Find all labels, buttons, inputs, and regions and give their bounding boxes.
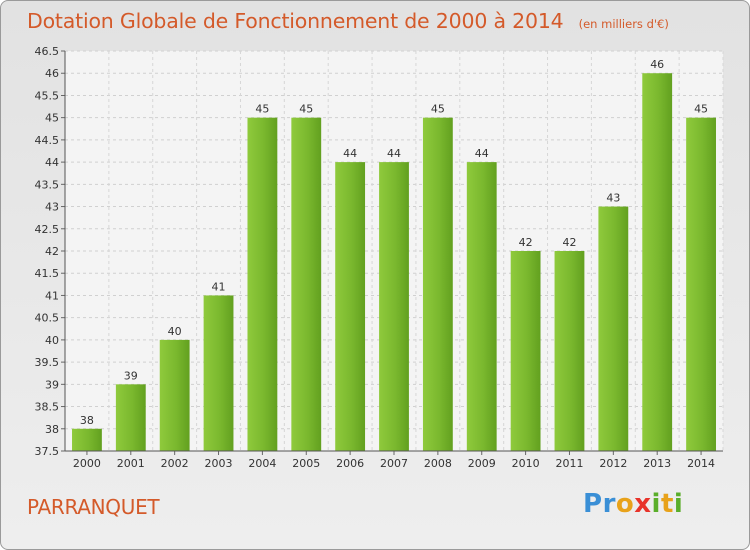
logo-letter: r (602, 489, 616, 519)
x-tick-label: 2002 (161, 457, 189, 470)
value-label: 45 (299, 103, 313, 116)
bar (554, 251, 585, 451)
value-label: 40 (168, 325, 182, 338)
value-label: 38 (80, 414, 94, 427)
logo-letter: t (660, 489, 674, 519)
y-tick-label: 40.5 (35, 312, 60, 325)
x-tick-label: 2007 (380, 457, 408, 470)
bar (159, 339, 190, 451)
chart-subtitle: (en milliers d'€) (578, 17, 669, 31)
x-tick-label: 2001 (117, 457, 145, 470)
y-tick-label: 37.5 (35, 445, 60, 458)
y-tick-label: 44 (45, 156, 59, 169)
bar (72, 428, 102, 451)
y-tick-label: 41.5 (35, 267, 60, 280)
bar (598, 206, 629, 451)
value-label: 39 (124, 369, 138, 382)
value-label: 44 (475, 147, 489, 160)
x-tick-label: 2009 (468, 457, 496, 470)
value-label: 45 (694, 103, 708, 116)
logo-letter: x (634, 489, 652, 519)
x-tick-label: 2013 (643, 457, 671, 470)
x-tick-label: 2000 (73, 457, 101, 470)
value-label: 43 (606, 192, 620, 205)
y-tick-label: 39 (45, 378, 59, 391)
bar (335, 162, 366, 451)
x-tick-label: 2003 (205, 457, 233, 470)
y-tick-label: 42 (45, 245, 59, 258)
y-tick-label: 44.5 (35, 134, 60, 147)
bar (422, 117, 453, 452)
x-tick-label: 2010 (512, 457, 540, 470)
x-tick-label: 2008 (424, 457, 452, 470)
y-tick-label: 40 (45, 334, 59, 347)
x-tick-label: 2005 (292, 457, 320, 470)
value-label: 42 (562, 236, 576, 249)
logo-letter: i (651, 489, 661, 519)
commune-name: PARRANQUET (27, 495, 160, 519)
y-tick-label: 45.5 (35, 89, 60, 102)
value-label: 41 (212, 280, 226, 293)
value-label: 45 (255, 103, 269, 116)
bar (203, 295, 234, 451)
value-label: 44 (387, 147, 401, 160)
x-tick-label: 2011 (555, 457, 583, 470)
chart-title: Dotation Globale de Fonctionnement de 20… (27, 9, 564, 33)
title-row: Dotation Globale de Fonctionnement de 20… (27, 9, 669, 33)
value-label: 44 (343, 147, 357, 160)
bar (642, 73, 673, 451)
y-tick-label: 46 (45, 67, 59, 80)
logo-letter: P (583, 489, 603, 519)
logo-letter: i (673, 489, 684, 519)
value-label: 45 (431, 103, 445, 116)
bar (379, 162, 409, 451)
bar (510, 251, 541, 451)
bar (247, 117, 278, 452)
y-tick-label: 41 (45, 289, 59, 302)
x-tick-label: 2004 (248, 457, 276, 470)
bar (686, 117, 716, 452)
value-label: 42 (519, 236, 533, 249)
proxiti-logo: Proxiti (583, 489, 683, 519)
y-tick-label: 45 (45, 112, 59, 125)
y-tick-label: 43.5 (35, 178, 60, 191)
x-tick-label: 2014 (687, 457, 715, 470)
bar (291, 117, 322, 452)
y-tick-label: 46.5 (35, 45, 60, 58)
y-tick-label: 43 (45, 201, 59, 214)
y-tick-label: 38.5 (35, 401, 60, 414)
value-label: 46 (650, 58, 664, 71)
bar (466, 162, 497, 451)
y-tick-label: 38 (45, 423, 59, 436)
x-tick-label: 2012 (599, 457, 627, 470)
x-tick-label: 2006 (336, 457, 364, 470)
bar (115, 384, 146, 451)
logo-letter: o (615, 489, 635, 519)
y-tick-label: 39.5 (35, 356, 60, 369)
y-tick-label: 42.5 (35, 223, 60, 236)
